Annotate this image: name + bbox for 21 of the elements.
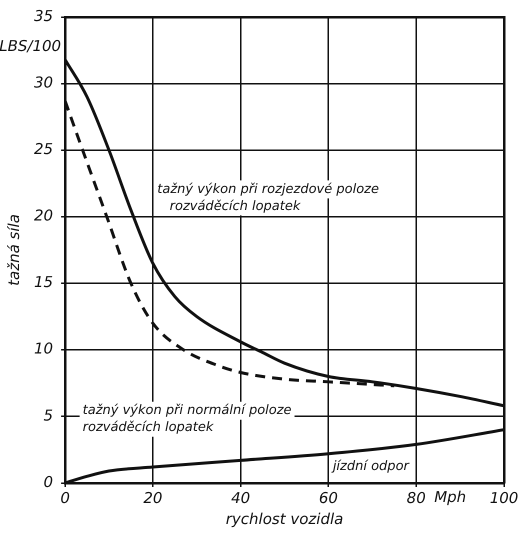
x-tick-label: 100: [490, 488, 518, 507]
y-tick-label: 0: [44, 472, 54, 491]
y-tick-label: 5: [44, 406, 54, 424]
y-tick-label: 35: [34, 6, 54, 25]
y-axis-title: tažná síla: [4, 214, 23, 286]
text: LBS/100: [0, 36, 62, 55]
y-tick-label: 15: [34, 273, 54, 292]
y-tick-label: 25: [34, 140, 54, 158]
x-tick-label: 40: [231, 488, 250, 507]
x-tick-label: 20: [143, 488, 162, 507]
x-axis-title: rychlost vozidla: [226, 510, 344, 528]
y-tick-label: 10: [34, 340, 54, 358]
y-tick-label: 30: [34, 73, 54, 92]
y-tick-label: 20: [34, 206, 54, 225]
text: Mph: [434, 488, 466, 506]
x-tick-label: 80: [406, 488, 426, 507]
annotation: tažný výkon při rozjezdové poloze rozváděcích lopatek: [157, 182, 379, 214]
x-tick-label: 60: [318, 488, 338, 507]
x-tick-label: 0: [60, 488, 70, 507]
annotation: jízdní odpor: [330, 459, 411, 474]
annotation: tažný výkon při normální poloze rozváděcích lopatek: [82, 403, 292, 436]
